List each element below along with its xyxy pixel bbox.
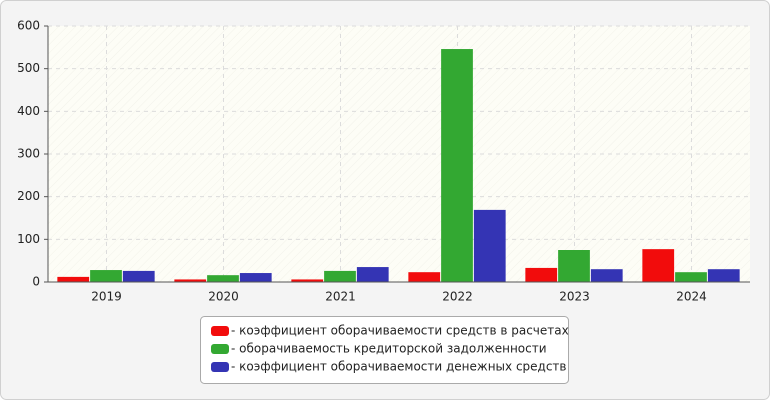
bar bbox=[441, 49, 473, 282]
legend-label: - коэффициент оборачиваемости денежных с… bbox=[231, 360, 567, 374]
y-tick-label: 400 bbox=[17, 104, 40, 118]
bar bbox=[642, 249, 675, 282]
legend-box bbox=[200, 316, 569, 384]
legend-label: - оборачиваемость кредиторской задолженн… bbox=[231, 342, 547, 356]
bar bbox=[408, 272, 441, 282]
bar bbox=[525, 267, 558, 282]
y-tick-label: 600 bbox=[17, 19, 40, 33]
y-tick-label: 0 bbox=[32, 275, 40, 289]
legend-swatch bbox=[211, 344, 229, 354]
x-tick-label: 2019 bbox=[91, 290, 122, 304]
bar bbox=[473, 209, 506, 282]
y-tick-label: 500 bbox=[17, 61, 40, 75]
bar bbox=[291, 279, 324, 282]
bar bbox=[707, 269, 740, 282]
legend-label: - коэффициент оборачиваемости средств в … bbox=[231, 324, 569, 338]
bar bbox=[356, 267, 389, 282]
x-tick-label: 2022 bbox=[442, 290, 473, 304]
bar bbox=[57, 276, 90, 282]
y-tick-label: 300 bbox=[17, 147, 40, 161]
bar bbox=[122, 270, 155, 282]
bar bbox=[174, 279, 207, 282]
bar bbox=[239, 273, 272, 282]
x-tick-label: 2021 bbox=[325, 290, 356, 304]
y-tick-label: 100 bbox=[17, 232, 40, 246]
bar bbox=[590, 269, 623, 282]
bar bbox=[207, 275, 239, 282]
bar bbox=[558, 250, 590, 282]
y-tick-label: 200 bbox=[17, 189, 40, 203]
x-tick-label: 2020 bbox=[208, 290, 239, 304]
bar bbox=[675, 272, 707, 282]
legend-swatch bbox=[211, 362, 229, 372]
bar bbox=[90, 270, 122, 282]
legend-swatch bbox=[211, 326, 229, 336]
x-tick-label: 2023 bbox=[559, 290, 590, 304]
bar bbox=[324, 270, 356, 282]
x-tick-label: 2024 bbox=[676, 290, 707, 304]
